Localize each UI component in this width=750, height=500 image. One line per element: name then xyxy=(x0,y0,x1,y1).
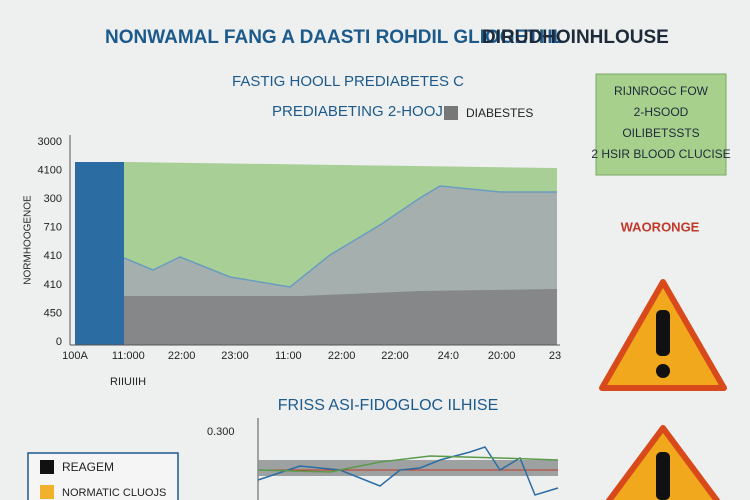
info-line: OILIBETSSTS xyxy=(622,126,699,140)
y-tick-label: 3000 xyxy=(38,136,62,148)
info-lines: RIJNROGC FOW 2-HSOOD OILIBETSSTS 2 HSIR BLO… xyxy=(591,84,730,161)
y-tick-label: 410 xyxy=(44,250,62,262)
y-tick-label: 410 xyxy=(44,279,62,291)
title: NONWAMAL FANG A DAASTI ROHDIL GLIOGETHL xyxy=(105,27,565,48)
x-tick-label: 23 xyxy=(549,350,561,362)
info-line: 2 HSIR BLOOD CLUCISE xyxy=(591,147,730,161)
x-tick-label: 11:000 xyxy=(112,350,145,362)
x-tick-label: 22:00 xyxy=(381,350,409,362)
title-end: DIRUDHOINHLOUSE xyxy=(482,27,669,48)
info-line: 2-HSOOD xyxy=(634,105,689,119)
warning-dot xyxy=(656,364,670,378)
line xyxy=(123,185,557,288)
x-tick-label: 24:0 xyxy=(438,350,459,362)
legend-swatch xyxy=(40,485,54,499)
x-axis-label: RIIUIIH xyxy=(110,376,146,388)
legend-label: NORMATIC CLUOJS xyxy=(62,487,166,499)
warning-mark xyxy=(656,310,670,356)
legend-swatch xyxy=(444,106,458,120)
dark-area xyxy=(124,289,557,345)
warning-mark xyxy=(656,452,670,500)
y-tick-label: 300 xyxy=(44,193,62,205)
x-tick-label: 22:00 xyxy=(168,350,196,362)
warning-label: WAORONGE xyxy=(621,219,700,234)
line xyxy=(257,455,559,473)
y-tick-label: 450 xyxy=(44,307,62,319)
x-tick-label: 23:00 xyxy=(221,350,249,362)
y-tick-label: 710 xyxy=(44,222,62,234)
y-tick-label: 0 xyxy=(56,336,62,348)
legend-line: PREDIABETING 2-HOOJD xyxy=(272,103,454,120)
x-tick-label: 20:00 xyxy=(488,350,516,362)
legend-label: DIABESTES xyxy=(466,106,533,120)
x-tick-label: 11:00 xyxy=(275,350,302,362)
y-axis-label: NORMHOOGENOE xyxy=(23,195,34,285)
x-tick-label: 100A xyxy=(62,350,88,362)
legend-swatch xyxy=(40,460,54,474)
info-box xyxy=(595,73,727,176)
legend-line: FASTIG HOOLL PREDIABETES C xyxy=(232,73,464,90)
x-tick-label: 22:00 xyxy=(328,350,356,362)
y-tick-label: 0.300 xyxy=(207,426,235,438)
legend-label: REAGEM xyxy=(62,460,114,474)
blue-bar xyxy=(75,162,124,345)
chart-title: FRISS ASI-FIDOGLOC ILHISE xyxy=(278,397,499,414)
info-line: RIJNROGC FOW xyxy=(614,84,709,98)
y-tick-label: 4100 xyxy=(38,164,62,176)
